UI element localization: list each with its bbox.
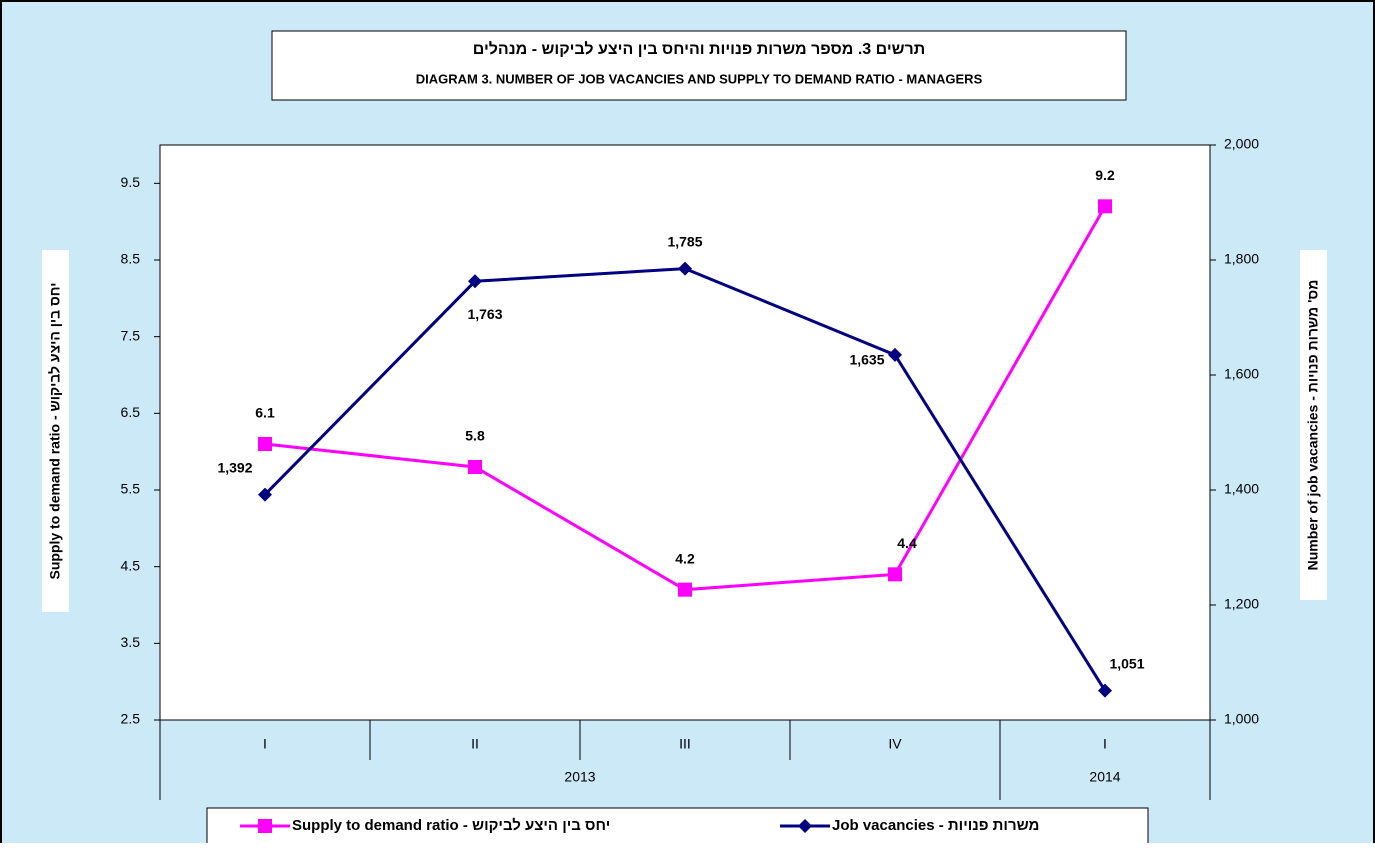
y-axis-label: Supply to demand ratio - יחס בין היצע לב…	[47, 282, 63, 579]
marker	[888, 347, 902, 362]
chart-title: תרשים 3. מספר משרות פנויות והיחס בין היצ…	[473, 40, 925, 58]
data-label: 9.2	[1095, 167, 1115, 183]
plot-area	[159, 144, 1211, 721]
legend-label: Job vacancies - משרות פנויות	[832, 817, 1039, 834]
y2-tick-label: 1,800	[1224, 251, 1259, 267]
title-box	[271, 30, 1127, 101]
y-tick-label: 8.5	[121, 251, 141, 267]
marker	[258, 487, 272, 502]
y2-axis-label: Number of job vacancies - מס' משרות פנוי…	[1305, 280, 1321, 571]
marker	[258, 437, 272, 451]
y2-tick-label: 1,600	[1224, 366, 1259, 382]
y-tick-label: 9.5	[121, 174, 141, 190]
x-tick-label: II	[471, 736, 479, 752]
marker	[1098, 199, 1112, 214]
legend-box	[206, 807, 1149, 848]
data-label: 1,635	[849, 352, 884, 368]
marker	[888, 567, 902, 582]
group-label: 2014	[1089, 769, 1120, 785]
chart-subtitle: DIAGRAM 3. NUMBER OF JOB VACANCIES AND S…	[416, 71, 983, 86]
data-label: 5.8	[465, 428, 485, 444]
marker	[258, 819, 272, 833]
x-tick-label: I	[1103, 736, 1107, 752]
y2-tick-label: 1,000	[1224, 711, 1259, 727]
data-label: 1,763	[467, 306, 502, 322]
y2-label-bg	[1300, 250, 1327, 600]
marker	[468, 460, 482, 474]
marker	[798, 819, 812, 833]
data-label: 4.2	[675, 550, 695, 566]
y-tick-label: 5.5	[121, 481, 141, 497]
data-label: 4.4	[897, 535, 917, 551]
y2-tick-label: 1,400	[1224, 481, 1259, 497]
group-label: 2013	[564, 769, 595, 785]
y2-tick-label: 2,000	[1224, 136, 1259, 152]
y-tick-label: 7.5	[121, 327, 141, 343]
marker	[678, 261, 692, 276]
legend-label: Supply to demand ratio - יחס בין היצע לב…	[292, 817, 610, 834]
y-tick-label: 4.5	[121, 557, 141, 573]
y2-tick-label: 1,200	[1224, 596, 1259, 612]
data-label: 6.1	[255, 405, 275, 421]
data-label: 1,051	[1109, 655, 1144, 671]
y-label-bg	[42, 250, 69, 612]
x-tick-label: I	[263, 736, 267, 752]
data-label: 1,392	[217, 459, 252, 475]
marker	[678, 582, 692, 597]
y-tick-label: 6.5	[121, 404, 141, 420]
y-tick-label: 2.5	[121, 711, 141, 727]
data-label: 1,785	[667, 233, 702, 249]
marker	[1098, 683, 1112, 698]
x-tick-label: IV	[888, 736, 902, 752]
y-tick-label: 3.5	[121, 634, 141, 650]
x-tick-label: III	[679, 736, 691, 752]
marker	[468, 274, 482, 289]
